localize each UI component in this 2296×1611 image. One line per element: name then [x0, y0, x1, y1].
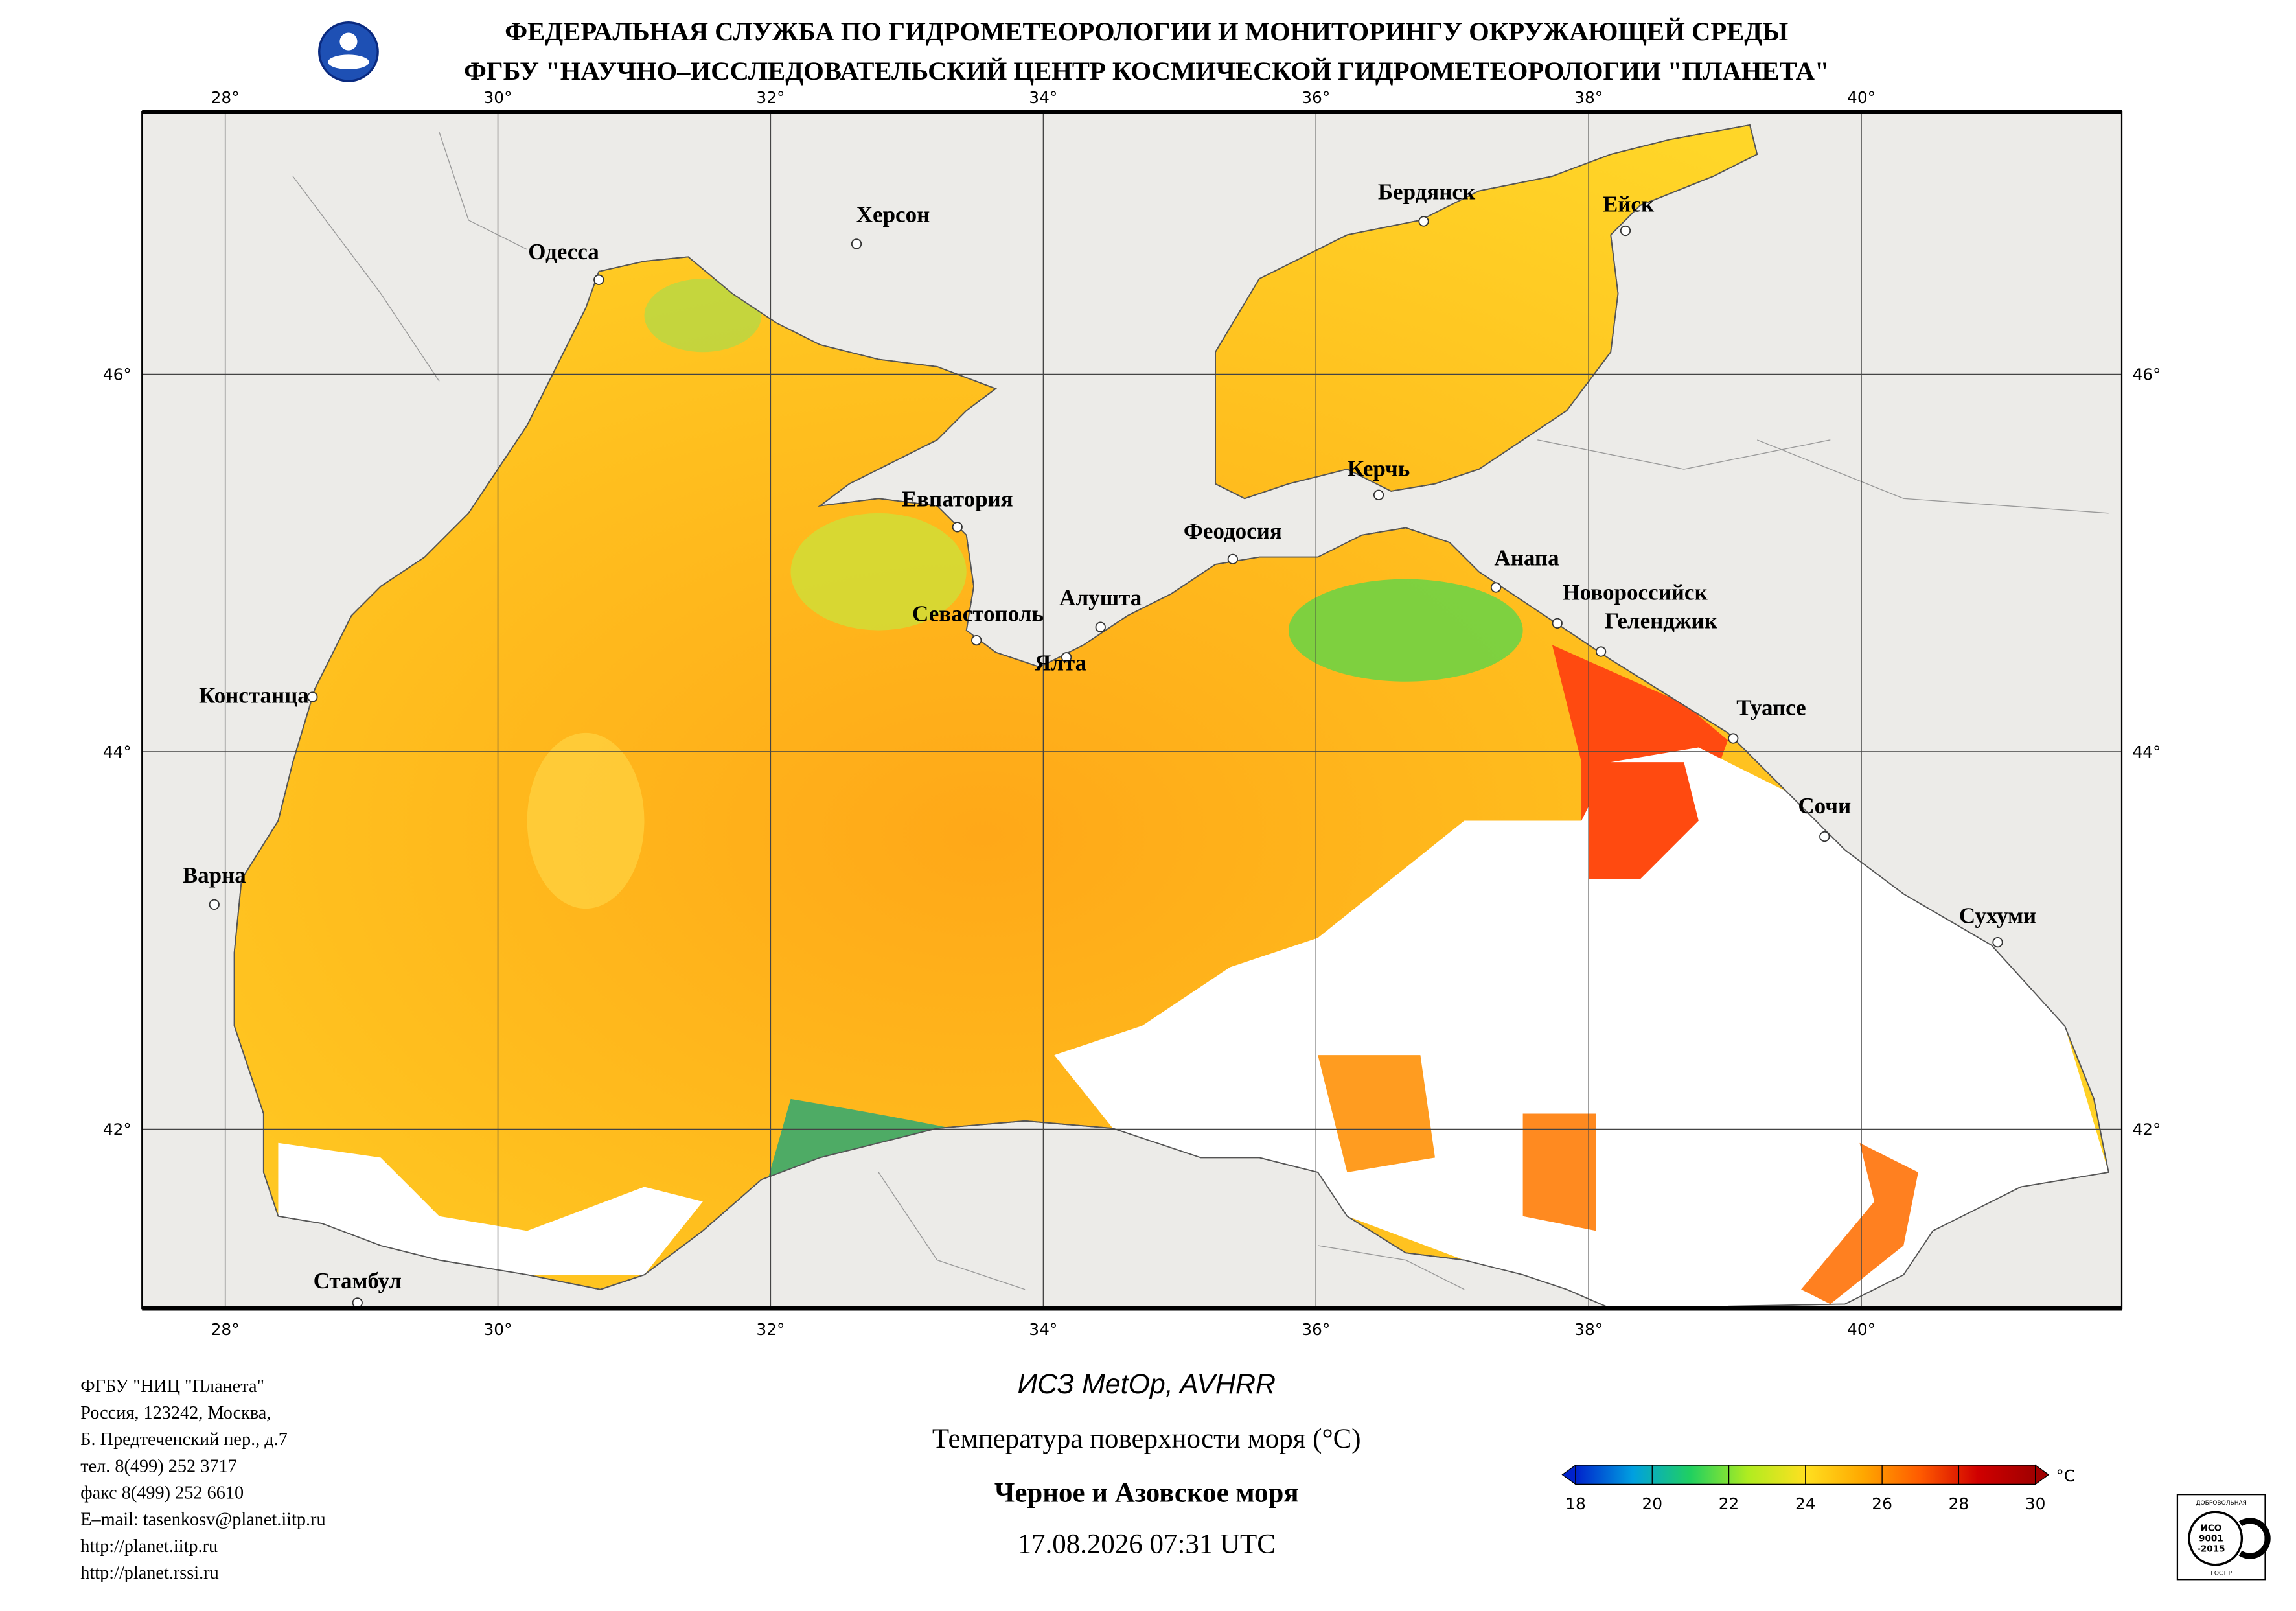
coordinate-labels: 28° 28° 30° 30° 32° 32° 34° 34° 36° 36° 38° 38° 40° 4… — [103, 88, 2161, 1339]
city-marker — [307, 691, 318, 702]
badge-text: ИСО — [2201, 1524, 2222, 1534]
parameter: Температура поверхности моря (°C) — [932, 1424, 1361, 1454]
lon-label: 40° — [1847, 1320, 1876, 1339]
colorbar-label: 24 — [1795, 1494, 1816, 1513]
header-line: ФЕДЕРАЛЬНАЯ СЛУЖБА ПО ГИДРОМЕТЕОРОЛОГИИ … — [505, 17, 1788, 46]
city-marker — [1595, 646, 1607, 657]
city-marker — [1992, 936, 2003, 948]
lon-label: 30° — [483, 1320, 512, 1339]
city-name: Бердянск — [1378, 180, 1476, 205]
city-name: Геленджик — [1605, 608, 1718, 633]
city-marker — [1373, 489, 1384, 500]
city-name: Сочи — [1798, 793, 1851, 818]
city-name: Алушта — [1059, 585, 1142, 610]
city-marker — [1552, 618, 1563, 629]
badge-text: 9001 — [2199, 1534, 2223, 1544]
lon-label: 38° — [1574, 1320, 1603, 1339]
graticule — [142, 111, 2122, 1309]
city-marker — [1227, 553, 1239, 564]
city-marker — [1819, 831, 1830, 842]
badge-text: -2015 — [2197, 1544, 2225, 1554]
city-marker — [209, 899, 220, 910]
contacts: ФГБУ "НИЦ "Планета" Россия, 123242, Москв… — [80, 1376, 325, 1583]
city-name: Стамбул — [314, 1268, 402, 1293]
city-name: Ейск — [1603, 192, 1655, 217]
city-name: Херсон — [856, 202, 930, 227]
satellite: ИСЗ MetOp, AVHRR — [1017, 1369, 1276, 1400]
city-marker — [1418, 216, 1429, 227]
city-marker — [851, 238, 862, 249]
badge-text: ДОБРОВОЛЬНАЯ — [2196, 1500, 2247, 1507]
lat-label: 42° — [103, 1120, 132, 1139]
contact-line: Россия, 123242, Москва, — [80, 1403, 271, 1423]
contact-line: http://planet.iitp.ru — [80, 1536, 218, 1557]
contact-line: факс 8(499) 252 6610 — [80, 1483, 244, 1503]
border — [292, 132, 2109, 1290]
lat-label: 44° — [2132, 743, 2161, 761]
city-name: Туапсе — [1736, 695, 1806, 720]
city-marker — [593, 274, 604, 285]
lon-label: 32° — [756, 1320, 785, 1339]
colorbar-label: 28 — [1949, 1494, 1969, 1513]
contact-line: тел. 8(499) 252 3717 — [80, 1456, 236, 1476]
contact-line: Б. Предтеченский пер., д.7 — [80, 1430, 288, 1450]
city-marker — [1095, 621, 1106, 632]
lon-label: 34° — [1029, 88, 1057, 107]
city-marker — [1061, 652, 1072, 663]
lon-label: 38° — [1574, 88, 1603, 107]
logo — [318, 21, 379, 82]
city-name: Констанца — [199, 682, 309, 708]
city-marker — [352, 1297, 363, 1308]
colorbar-unit: °C — [2056, 1466, 2075, 1485]
lon-label: 28° — [211, 1320, 240, 1339]
city-name: Севастополь — [912, 601, 1044, 627]
lon-label: 32° — [756, 88, 785, 107]
lon-label: 28° — [211, 88, 240, 107]
lat-label: 46° — [103, 365, 132, 384]
lat-label: 46° — [2132, 365, 2161, 384]
colorbar-label: 26 — [1872, 1494, 1892, 1513]
map: Одесса Херсон Бердянск Ейск Евпатория Керчь Фе… — [141, 110, 2123, 1311]
city-name: Новороссийск — [1562, 580, 1708, 605]
lon-label: 36° — [1302, 1320, 1330, 1339]
cities: Одесса Херсон Бердянск Ейск Евпатория Керчь Фе… — [183, 180, 2036, 1308]
city-name: Ялта — [1035, 651, 1086, 676]
header-line: ФГБУ "НАУЧНО–ИССЛЕДОВАТЕЛЬСКИЙ ЦЕНТР КОС… — [464, 56, 1830, 86]
datetime: 17.08.2026 07:31 UTC — [1018, 1529, 1276, 1560]
lon-label: 40° — [1847, 88, 1876, 107]
colorbar-label: 18 — [1565, 1494, 1586, 1513]
city-marker — [1620, 225, 1631, 237]
colorbar-label: 30 — [2025, 1494, 2046, 1513]
lat-label: 44° — [103, 743, 132, 761]
iso-badge: ДОБРОВОЛЬНАЯ ИСО 9001 -2015 ГОСТ Р — [2176, 1494, 2271, 1581]
city-marker — [952, 522, 963, 533]
region: Черное и Азовское моря — [994, 1478, 1299, 1508]
lon-label: 34° — [1029, 1320, 1057, 1339]
colorbar-end — [1561, 1464, 1576, 1485]
colorbar: 18 20 22 24 26 28 30 °C — [1561, 1464, 2075, 1513]
city-marker — [971, 634, 982, 646]
colorbar-label: 22 — [1719, 1494, 1739, 1513]
contact-line: ФГБУ "НИЦ "Планета" — [80, 1376, 264, 1397]
city-name: Одесса — [528, 239, 599, 264]
colorbar-end — [2035, 1464, 2050, 1485]
city-name: Варна — [183, 863, 246, 888]
city-name: Евпатория — [902, 487, 1013, 512]
city-name: Сухуми — [1959, 903, 2036, 929]
contact-line: E–mail: tasenkosv@planet.iitp.ru — [80, 1510, 325, 1530]
lat-label: 42° — [2132, 1120, 2161, 1139]
contact-line: http://planet.rssi.ru — [80, 1563, 218, 1583]
colorbar-label: 20 — [1642, 1494, 1662, 1513]
lon-label: 36° — [1302, 88, 1330, 107]
city-name: Анапа — [1494, 546, 1559, 571]
city-name: Феодосия — [1184, 518, 1282, 544]
city-marker — [1728, 733, 1739, 744]
city-marker — [1490, 582, 1502, 593]
badge-text: ГОСТ Р — [2210, 1570, 2232, 1577]
lon-label: 30° — [483, 88, 512, 107]
city-name: Керчь — [1348, 456, 1410, 481]
